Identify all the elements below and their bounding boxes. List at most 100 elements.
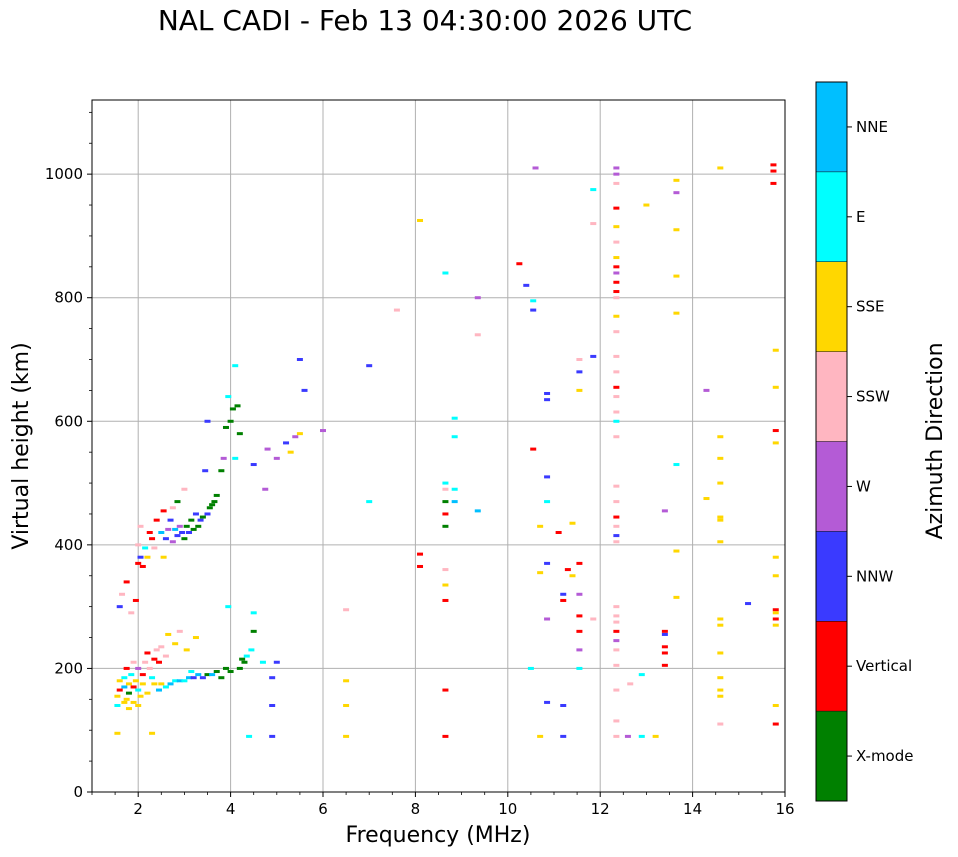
echo-point xyxy=(613,663,620,667)
echo-point xyxy=(613,354,620,358)
echo-point xyxy=(703,388,710,392)
echo-point xyxy=(114,704,121,707)
echo-point xyxy=(181,537,188,541)
echo-point xyxy=(160,509,167,513)
x-axis: 2 4 6 8 10 12 14 16 xyxy=(91,792,795,818)
echo-point xyxy=(114,694,121,698)
echo-point xyxy=(301,388,308,392)
echo-point xyxy=(195,673,202,677)
echo-point xyxy=(190,676,197,680)
echo-point xyxy=(181,487,188,491)
echo-point xyxy=(613,734,620,738)
echo-point xyxy=(613,280,620,284)
echo-point xyxy=(202,469,209,473)
echo-point xyxy=(232,456,239,460)
echo-point xyxy=(167,682,174,686)
echo-point xyxy=(661,509,668,513)
colorbar-swatch xyxy=(816,171,847,262)
x-tick-label: 2 xyxy=(133,800,143,818)
x-tick-label: 12 xyxy=(591,800,610,818)
colorbar-tick-label: SSE xyxy=(856,298,885,316)
echo-point xyxy=(151,546,158,550)
echo-point xyxy=(181,679,188,683)
echo-point xyxy=(160,555,167,559)
echo-point xyxy=(474,296,481,300)
echo-point xyxy=(137,694,144,698)
echo-point xyxy=(169,506,176,510)
echo-point xyxy=(613,265,620,269)
echo-point xyxy=(232,364,239,368)
echo-point xyxy=(158,531,165,534)
echo-point xyxy=(144,691,151,695)
echo-point xyxy=(269,704,276,707)
echo-point xyxy=(135,666,142,670)
echo-point xyxy=(544,475,551,479)
echo-point xyxy=(269,734,276,738)
echo-point xyxy=(613,385,620,389)
echo-point xyxy=(772,555,779,559)
echo-point xyxy=(451,416,458,420)
echo-point xyxy=(613,181,620,185)
y-tick-label: 400 xyxy=(54,536,83,554)
echo-point xyxy=(186,531,193,534)
echo-point xyxy=(717,481,724,485)
echo-point xyxy=(717,688,724,692)
echo-point xyxy=(451,500,458,504)
echo-point xyxy=(183,524,190,528)
echo-point xyxy=(772,617,779,621)
echo-point xyxy=(269,676,276,680)
colorbar-swatch xyxy=(816,82,847,172)
echo-point xyxy=(613,410,620,414)
echo-point xyxy=(296,432,303,436)
echo-point xyxy=(195,524,202,528)
echo-point xyxy=(165,527,172,531)
grid-lines xyxy=(92,100,786,793)
echo-point xyxy=(188,670,195,674)
echo-point xyxy=(248,648,255,652)
echo-point xyxy=(190,527,197,531)
echo-point xyxy=(613,314,620,318)
x-tick-label: 14 xyxy=(683,800,702,818)
echo-point xyxy=(516,262,523,266)
echo-point xyxy=(179,531,186,534)
echo-point xyxy=(523,283,530,287)
echo-point xyxy=(149,731,156,735)
echo-point xyxy=(227,419,234,423)
echo-point xyxy=(130,685,137,689)
echo-point xyxy=(661,632,668,636)
echo-point xyxy=(555,531,562,534)
echo-point xyxy=(590,354,597,358)
echo-point xyxy=(130,700,137,704)
echo-point xyxy=(273,660,280,664)
echo-point xyxy=(204,673,211,677)
echo-point xyxy=(537,734,544,738)
echo-point xyxy=(442,512,449,516)
echo-point xyxy=(717,676,724,680)
echo-point xyxy=(627,682,634,686)
echo-point xyxy=(451,435,458,439)
echo-point xyxy=(661,663,668,667)
echo-point xyxy=(176,524,183,528)
x-axis-label: Frequency (MHz) xyxy=(346,823,531,848)
echo-point xyxy=(442,524,449,528)
echo-point xyxy=(717,623,724,627)
echo-point xyxy=(218,469,225,473)
echo-point xyxy=(273,456,280,460)
echo-point xyxy=(192,636,199,640)
echo-point xyxy=(576,561,583,565)
echo-point xyxy=(149,537,156,541)
echo-point xyxy=(638,734,645,738)
echo-point xyxy=(139,682,146,686)
colorbar-swatch xyxy=(816,441,847,532)
echo-point xyxy=(135,561,142,565)
echo-point xyxy=(197,518,204,522)
echo-point xyxy=(613,330,620,334)
echo-point xyxy=(527,666,534,670)
echo-point xyxy=(544,500,551,504)
echo-point xyxy=(139,564,146,568)
echo-point xyxy=(661,629,668,633)
echo-point xyxy=(121,700,128,704)
echo-point xyxy=(162,537,169,541)
echo-point xyxy=(343,608,350,612)
echo-point xyxy=(199,515,206,519)
